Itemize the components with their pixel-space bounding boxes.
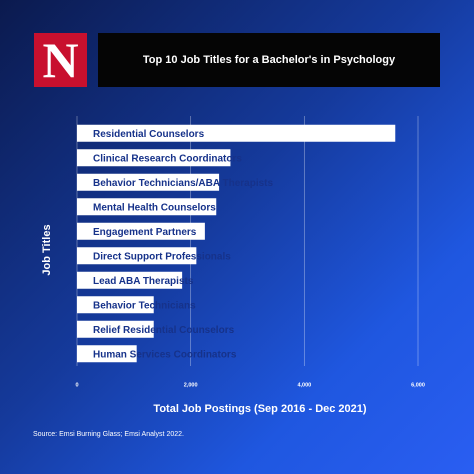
bar	[77, 296, 154, 314]
bar-label: Relief Residential Counselors	[93, 325, 235, 336]
logo: N	[34, 33, 87, 87]
x-axis-title: Total Job Postings (Sep 2016 - Dec 2021)	[153, 403, 366, 415]
bar-label: Behavior Technicians/ABA Therapists	[93, 178, 273, 189]
x-tick-label: 2,000	[184, 382, 198, 388]
bar	[77, 222, 205, 240]
bar	[77, 124, 396, 142]
bar	[77, 271, 183, 289]
bar	[77, 345, 137, 363]
bar	[77, 173, 220, 191]
bar-label: Residential Counselors	[93, 129, 205, 140]
source-note: Source: Emsi Burning Glass; Emsi Analyst…	[33, 431, 184, 438]
bar	[77, 198, 217, 216]
bar-label: Clinical Research Coordinators	[93, 153, 242, 164]
chart-title: Top 10 Job Titles for a Bachelor's in Ps…	[98, 33, 440, 87]
bar-label: Direct Support Professionals	[93, 251, 231, 262]
x-tick-label: 4,000	[297, 382, 311, 388]
bar-label: Lead ABA Therapists	[93, 276, 194, 287]
bar	[77, 320, 154, 338]
bar-label: Human Services Coordinators	[93, 349, 237, 360]
bar-label: Behavior Technicians	[93, 300, 196, 311]
bar-label: Engagement Partners	[93, 227, 197, 238]
x-tick-label: 6,000	[411, 382, 425, 388]
bar-label: Mental Health Counselors	[93, 202, 216, 213]
x-tick-label: 0	[75, 382, 78, 388]
bar	[77, 149, 231, 167]
y-axis-title: Job Titles	[41, 224, 53, 275]
bar	[77, 247, 197, 265]
